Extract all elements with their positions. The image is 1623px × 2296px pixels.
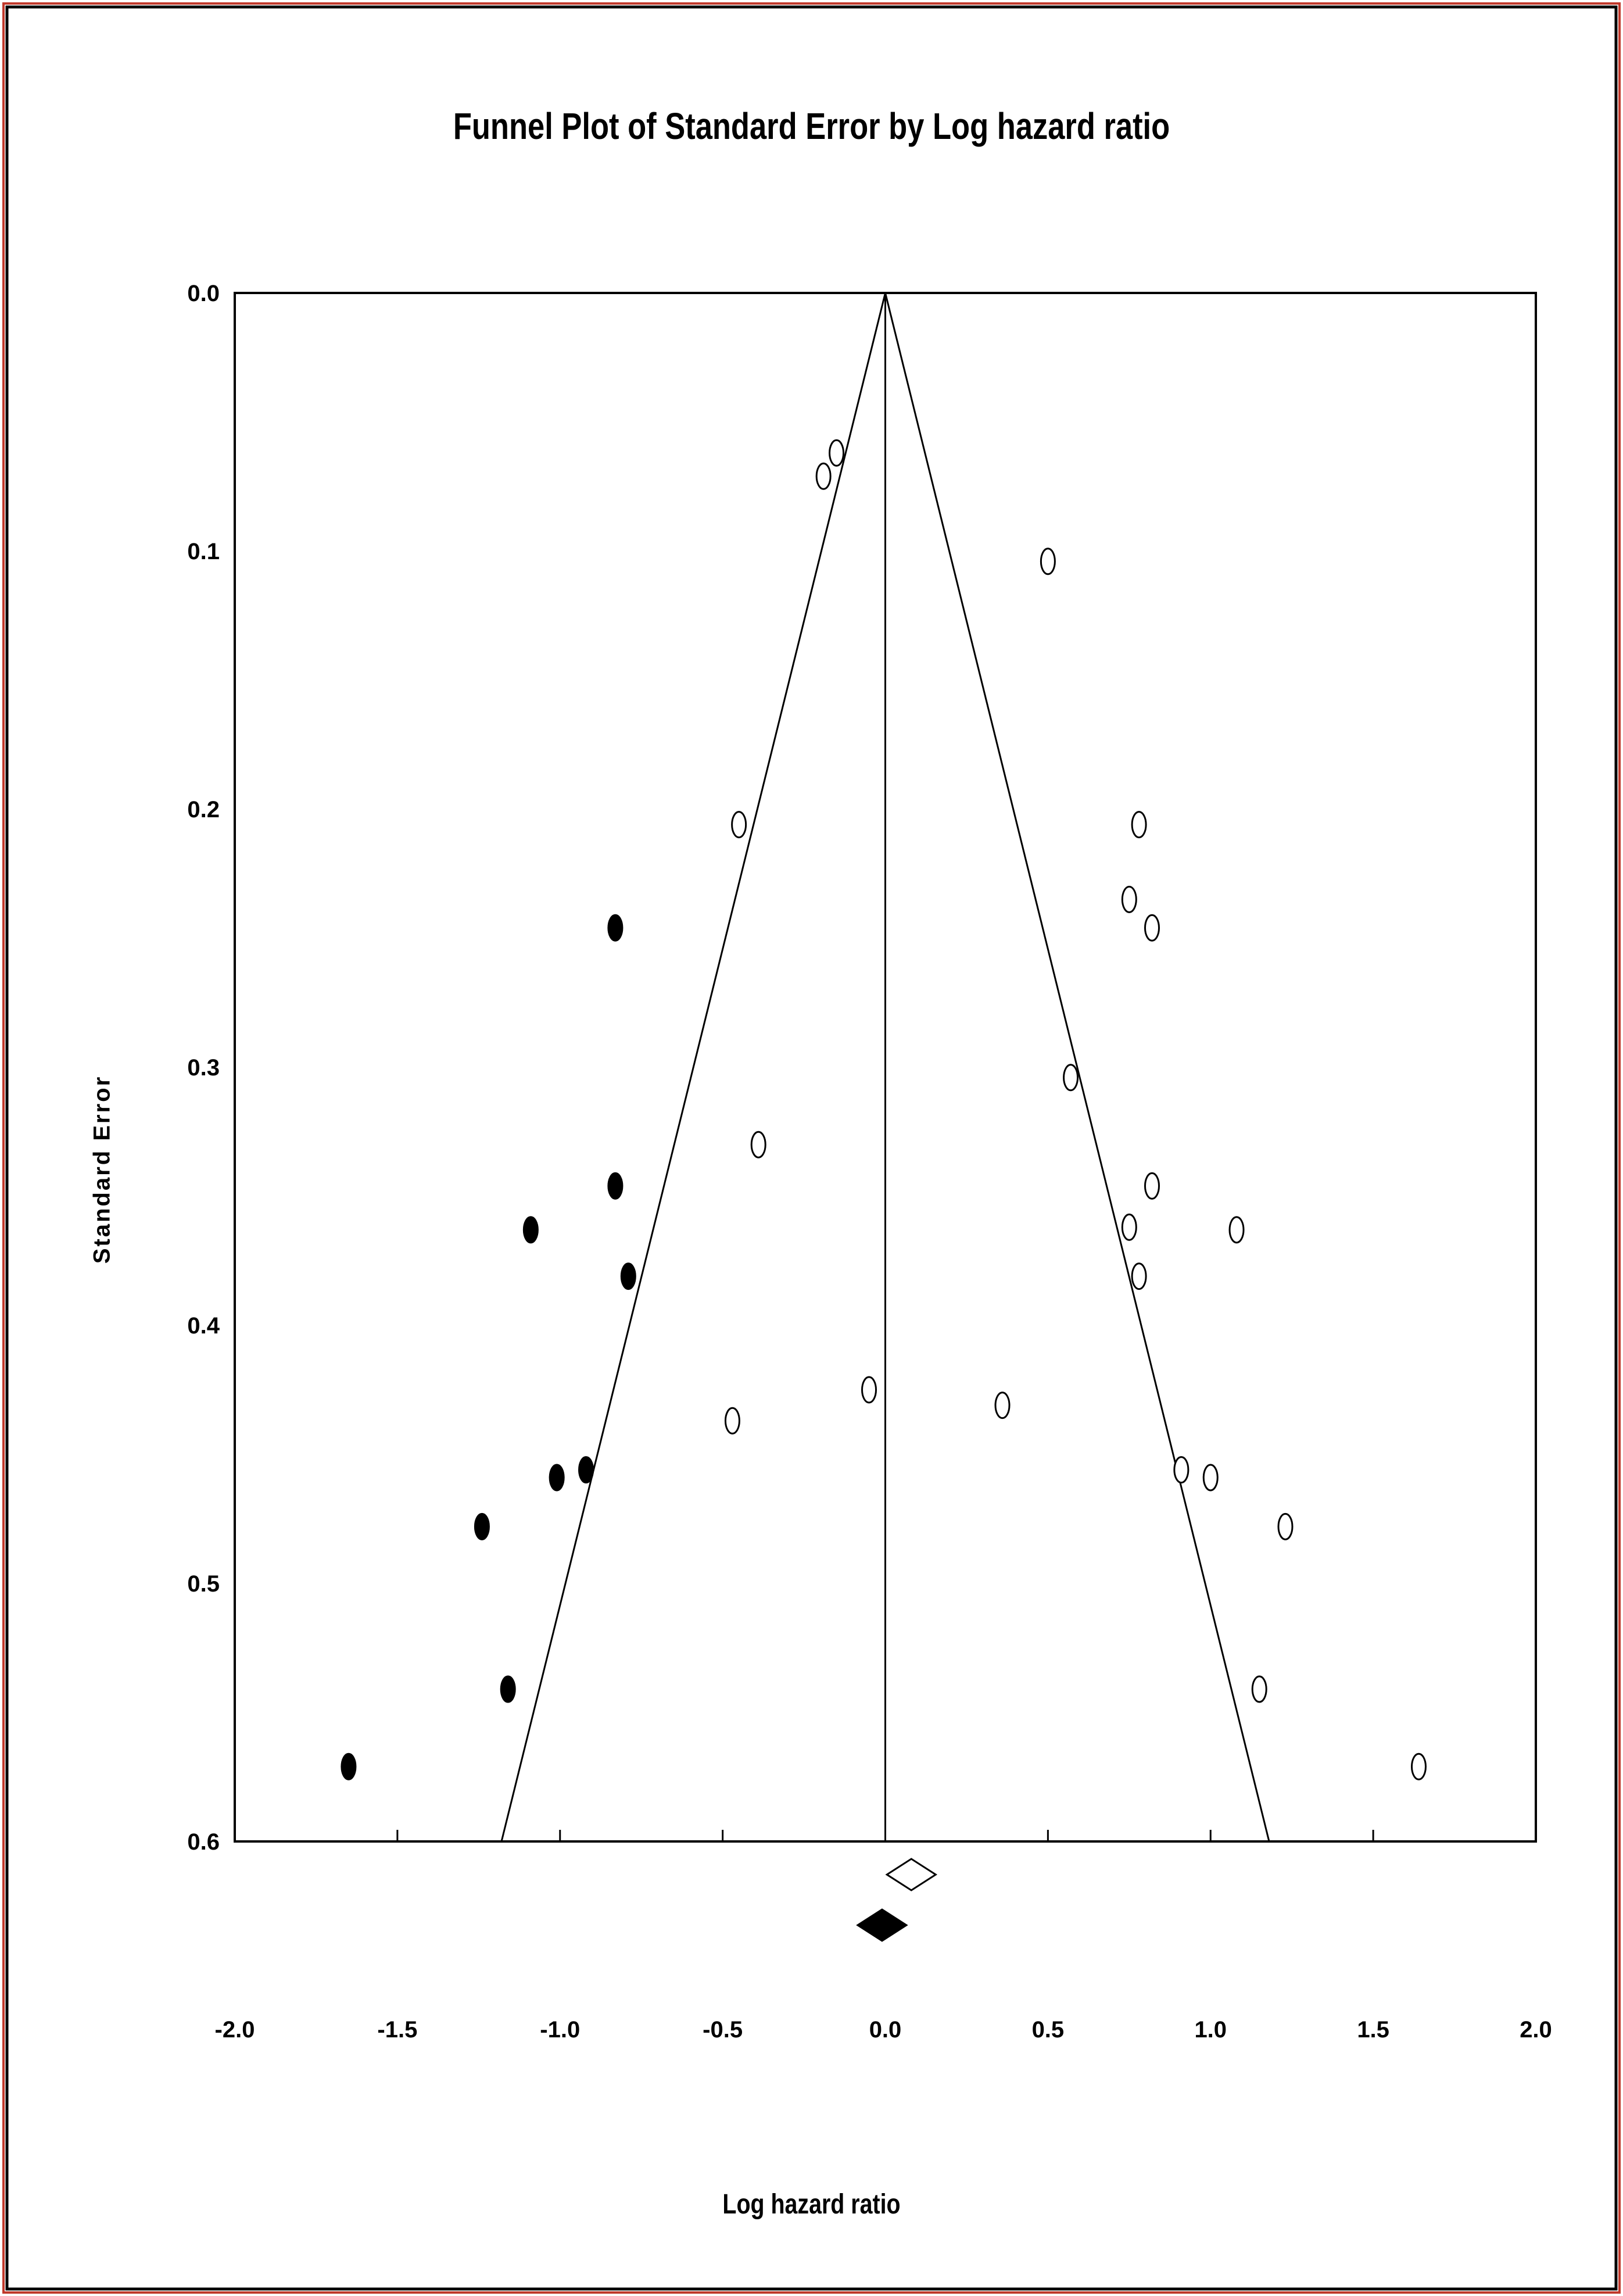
observed-study-point [1228, 1216, 1245, 1244]
observed-study-point [1063, 1064, 1079, 1092]
observed-study-point [1131, 811, 1147, 839]
x-axis-title: Log hazard ratio [722, 2189, 901, 2220]
imputed-study-point [500, 1675, 516, 1703]
x-tick-label: -1.5 [377, 2017, 417, 2043]
observed-study-point [815, 462, 832, 490]
y-tick-label: 0.2 [187, 797, 220, 822]
summary-diamond-adjusted [856, 1908, 908, 1942]
x-tick-label: 1.5 [1357, 2017, 1389, 2043]
observed-study-point [1144, 1172, 1160, 1200]
observed-study-point [1131, 1263, 1147, 1290]
y-tick-label: 0.0 [187, 281, 220, 306]
y-tick-label: 0.5 [187, 1571, 220, 1597]
observed-study-point [724, 1407, 740, 1435]
observed-study-point [1173, 1456, 1190, 1484]
x-tick-label: 0.5 [1032, 2017, 1065, 2043]
imputed-study-point [607, 1172, 624, 1200]
observed-study-point [1202, 1464, 1219, 1492]
imputed-study-point [474, 1512, 490, 1540]
y-tick-label: 0.1 [187, 539, 220, 564]
observed-study-point [829, 439, 845, 467]
imputed-study-point [607, 914, 624, 942]
observed-study-point [1410, 1753, 1427, 1780]
imputed-study-point [620, 1263, 636, 1290]
observed-study-point [750, 1131, 766, 1158]
x-tick-label: 2.0 [1520, 2017, 1552, 2043]
observed-study-point [1121, 1213, 1137, 1241]
imputed-study-point [578, 1456, 594, 1484]
x-tick-label: -2.0 [215, 2017, 255, 2043]
observed-study-point [1144, 914, 1160, 942]
chart-title: Funnel Plot of Standard Error by Log haz… [453, 105, 1170, 147]
observed-study-point [861, 1376, 877, 1404]
summary-diamond-observed [885, 1858, 938, 1891]
x-tick-label: -1.0 [540, 2017, 580, 2043]
x-tick-label: 1.0 [1194, 2017, 1227, 2043]
observed-study-point [1040, 548, 1056, 575]
y-tick-label: 0.6 [187, 1829, 220, 1855]
observed-study-point [731, 811, 747, 839]
observed-study-point [1121, 885, 1137, 913]
observed-study-point [1251, 1675, 1267, 1703]
y-tick-label: 0.3 [187, 1055, 220, 1081]
imputed-study-point [341, 1753, 357, 1780]
observed-study-point [1277, 1512, 1294, 1540]
funnel-left-line [500, 292, 886, 1842]
x-tick-label: 0.0 [869, 2017, 902, 2043]
x-tick-label: -0.5 [703, 2017, 743, 2043]
funnel-right-line [884, 292, 1270, 1842]
y-tick-label: 0.4 [187, 1313, 220, 1339]
imputed-study-point [549, 1464, 565, 1492]
imputed-study-point [522, 1216, 539, 1244]
observed-study-point [994, 1392, 1011, 1419]
